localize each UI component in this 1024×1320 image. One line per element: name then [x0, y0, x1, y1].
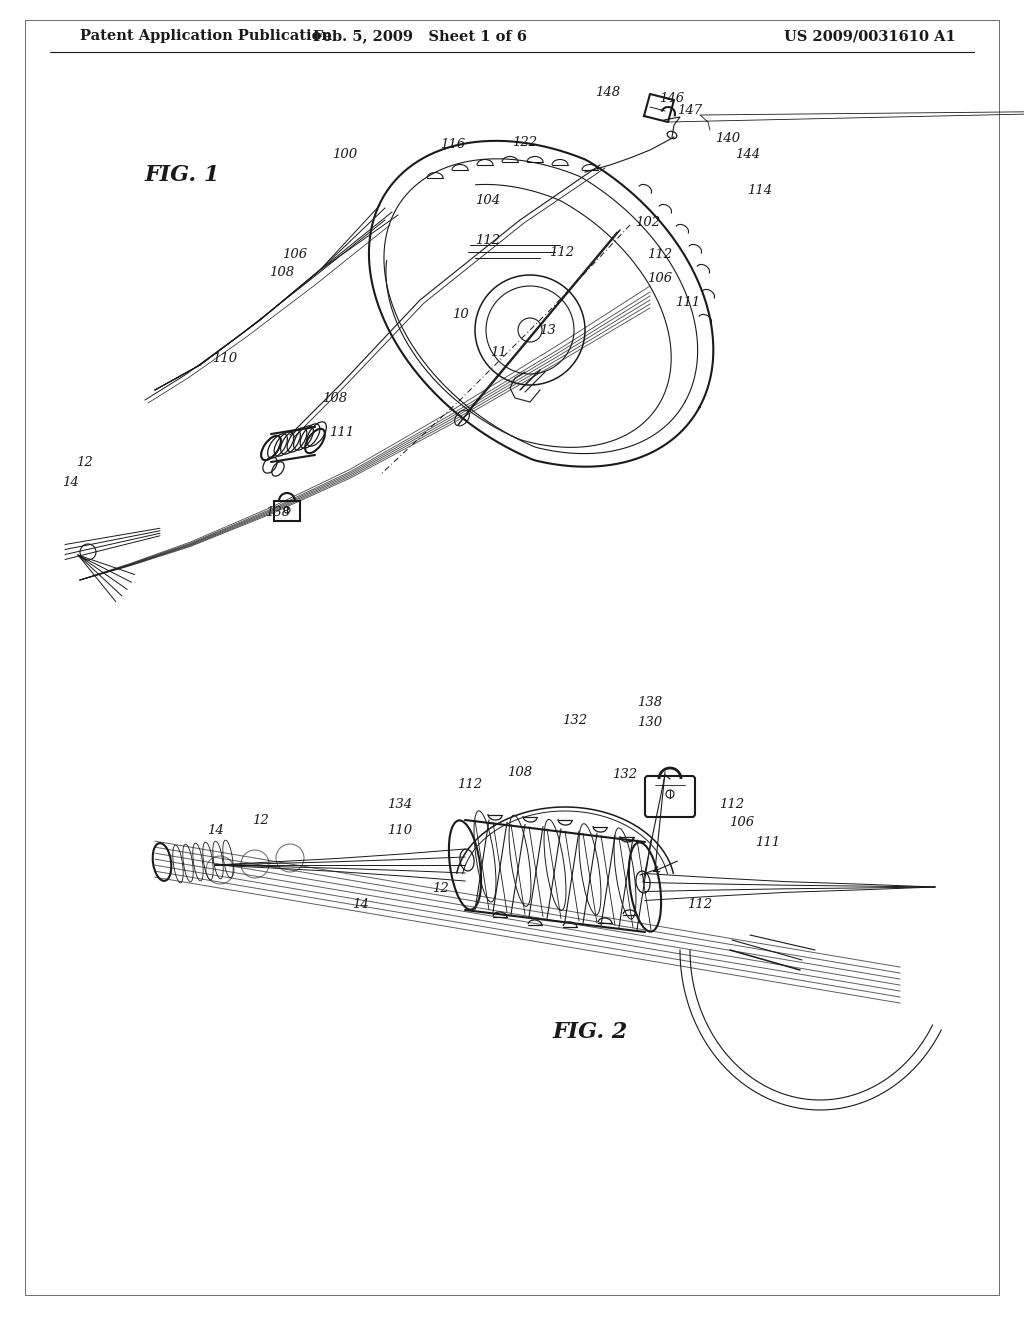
Text: 111: 111 [330, 425, 354, 438]
Text: 147: 147 [678, 103, 702, 116]
Text: 106: 106 [729, 816, 755, 829]
Text: 140: 140 [716, 132, 740, 144]
FancyBboxPatch shape [645, 776, 695, 817]
Text: FIG. 2: FIG. 2 [552, 1020, 628, 1043]
Text: 112: 112 [550, 246, 574, 259]
Text: 116: 116 [440, 139, 466, 152]
Text: 108: 108 [508, 766, 532, 779]
Text: Patent Application Publication: Patent Application Publication [80, 29, 332, 44]
Text: 106: 106 [283, 248, 307, 261]
Text: 108: 108 [269, 265, 295, 279]
Text: 138: 138 [265, 506, 291, 519]
Text: 102: 102 [636, 215, 660, 228]
Text: 12: 12 [432, 882, 449, 895]
Text: 132: 132 [562, 714, 588, 726]
Bar [274, 502, 300, 521]
Text: 114: 114 [748, 183, 772, 197]
Text: 104: 104 [475, 194, 501, 206]
Text: 12: 12 [252, 813, 268, 826]
Text: 14: 14 [61, 475, 79, 488]
Text: 112: 112 [647, 248, 673, 261]
Text: 12: 12 [76, 455, 92, 469]
Text: 110: 110 [212, 351, 238, 364]
Text: 144: 144 [735, 148, 761, 161]
Text: 122: 122 [512, 136, 538, 149]
Ellipse shape [153, 843, 171, 880]
Text: 14: 14 [351, 899, 369, 912]
Text: 132: 132 [612, 768, 638, 781]
Text: 112: 112 [720, 799, 744, 812]
Text: 112: 112 [687, 899, 713, 912]
Text: US 2009/0031610 A1: US 2009/0031610 A1 [784, 29, 955, 44]
Text: 112: 112 [475, 234, 501, 247]
Text: 110: 110 [387, 824, 413, 837]
Text: 112: 112 [458, 779, 482, 792]
Text: 13: 13 [539, 323, 555, 337]
Text: FIG. 1: FIG. 1 [145, 164, 220, 186]
Text: 111: 111 [676, 296, 700, 309]
Text: 111: 111 [756, 836, 780, 849]
Text: Feb. 5, 2009   Sheet 1 of 6: Feb. 5, 2009 Sheet 1 of 6 [313, 29, 527, 44]
Text: 108: 108 [323, 392, 347, 404]
Text: 14: 14 [207, 824, 223, 837]
Text: 11: 11 [489, 346, 507, 359]
Text: 148: 148 [595, 86, 621, 99]
Text: 130: 130 [637, 715, 663, 729]
Text: 106: 106 [647, 272, 673, 285]
Text: 10: 10 [452, 309, 468, 322]
Text: 138: 138 [637, 696, 663, 709]
Text: 100: 100 [333, 149, 357, 161]
Text: 146: 146 [659, 91, 685, 104]
Text: 134: 134 [387, 799, 413, 812]
